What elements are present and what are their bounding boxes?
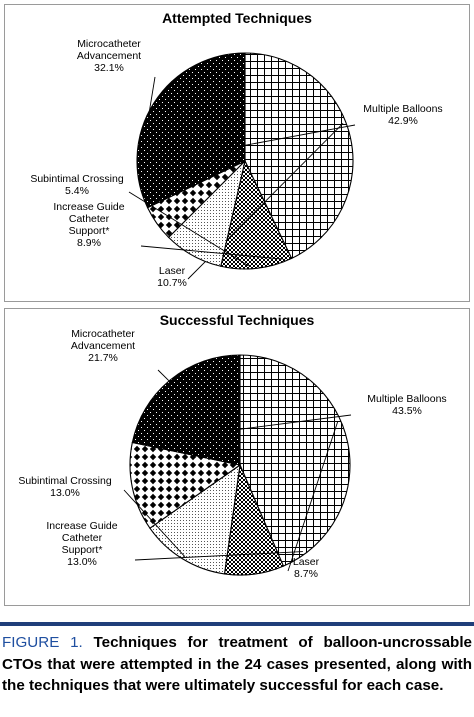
chart-title: Successful Techniques [160, 312, 315, 328]
figure-number: FIGURE 1. [2, 634, 83, 651]
leader-line-microcatheter-advancement [157, 369, 172, 384]
slice-label-multiple-balloons: Multiple Balloons [367, 393, 446, 405]
slice-value-laser: 10.7% [157, 277, 187, 289]
leader-line-laser [287, 421, 339, 572]
pie-slice-multiple-balloons [244, 52, 354, 260]
slice-value-multiple-balloons: 42.9% [388, 115, 418, 127]
slice-value-microcatheter-advancement: 21.7% [88, 352, 118, 364]
slice-value-increase-guide-catheter-support: 8.9% [77, 237, 101, 249]
slice-label-laser: Laser [293, 556, 320, 568]
leader-line-subintimal-crossing [123, 489, 186, 558]
slice-value-multiple-balloons: 43.5% [392, 405, 422, 417]
pie-slice-microcatheter-advancement [131, 354, 241, 466]
slice-label-microcatheter-advancement: Microcatheter Advancement [77, 38, 141, 62]
successful-techniques-pie-chart: Successful Techniques Multiple Balloons43… [18, 312, 446, 580]
slice-value-increase-guide-catheter-support: 13.0% [67, 556, 97, 568]
pie-slice-multiple-balloons [239, 354, 351, 567]
slice-label-subintimal-crossing: Subintimal Crossing [30, 173, 124, 185]
caption-divider [0, 622, 474, 626]
slice-label-multiple-balloons: Multiple Balloons [363, 103, 442, 115]
attempted-techniques-panel: Attempted Techniques Multiple Balloons 42.… [4, 4, 470, 302]
attempted-techniques-pie-chart: Attempted Techniques Multiple Balloons42.… [30, 10, 442, 289]
pie-slice-laser [220, 159, 293, 270]
slice-value-subintimal-crossing: 5.4% [65, 185, 89, 197]
chart-title: Attempted Techniques [162, 10, 312, 26]
successful-techniques-panel: Successful Techniques Multiple Balloons 43… [4, 308, 470, 606]
slice-value-microcatheter-advancement: 32.1% [94, 62, 124, 74]
slice-label-microcatheter-advancement: Microcatheter Advancement [71, 328, 135, 352]
figure-caption-text: Techniques for treatment of balloon-uncr… [2, 634, 472, 694]
leader-line-increase-guide-catheter-support [134, 551, 303, 561]
figure-caption: FIGURE 1. Techniques for treatment of ba… [2, 632, 472, 697]
pie-slice-increase-guide-catheter-support [149, 463, 241, 575]
leader-line-increase-guide-catheter-support [140, 245, 283, 260]
pie-slice-subintimal-crossing [129, 441, 242, 529]
slice-value-laser: 8.7% [294, 568, 318, 580]
leader-line-microcatheter-advancement [147, 76, 156, 122]
slice-value-subintimal-crossing: 13.0% [50, 487, 80, 499]
slice-label-increase-guide-catheter-support: Increase Guide Catheter Support* [53, 201, 124, 237]
slice-label-laser: Laser [159, 265, 186, 277]
slice-label-increase-guide-catheter-support: Increase Guide Catheter Support* [46, 520, 117, 556]
slice-label-subintimal-crossing: Subintimal Crossing [18, 475, 112, 487]
pie-slice-microcatheter-advancement [136, 52, 246, 209]
